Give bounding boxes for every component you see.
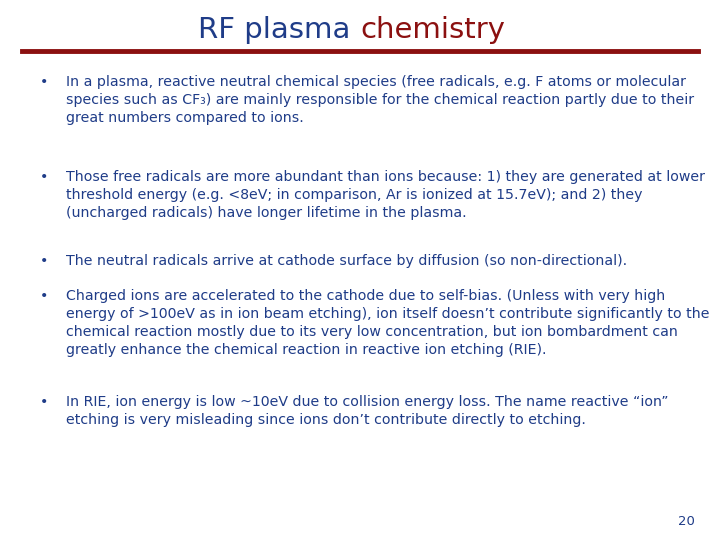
Text: 20: 20 — [678, 515, 695, 528]
Text: In RIE, ion energy is low ~10eV due to collision energy loss. The name reactive : In RIE, ion energy is low ~10eV due to c… — [66, 395, 669, 428]
Text: In a plasma, reactive neutral chemical species (free radicals, e.g. F atoms or m: In a plasma, reactive neutral chemical s… — [66, 75, 694, 125]
Text: •: • — [40, 395, 48, 409]
Text: •: • — [40, 254, 48, 268]
Text: chemistry: chemistry — [360, 16, 505, 44]
Text: RF plasma: RF plasma — [199, 16, 360, 44]
Text: Charged ions are accelerated to the cathode due to self-bias. (Unless with very : Charged ions are accelerated to the cath… — [66, 289, 710, 357]
Text: •: • — [40, 170, 48, 184]
Text: •: • — [40, 75, 48, 89]
Text: The neutral radicals arrive at cathode surface by diffusion (so non-directional): The neutral radicals arrive at cathode s… — [66, 254, 627, 268]
Text: •: • — [40, 289, 48, 303]
Text: Those free radicals are more abundant than ions because: 1) they are generated a: Those free radicals are more abundant th… — [66, 170, 706, 220]
